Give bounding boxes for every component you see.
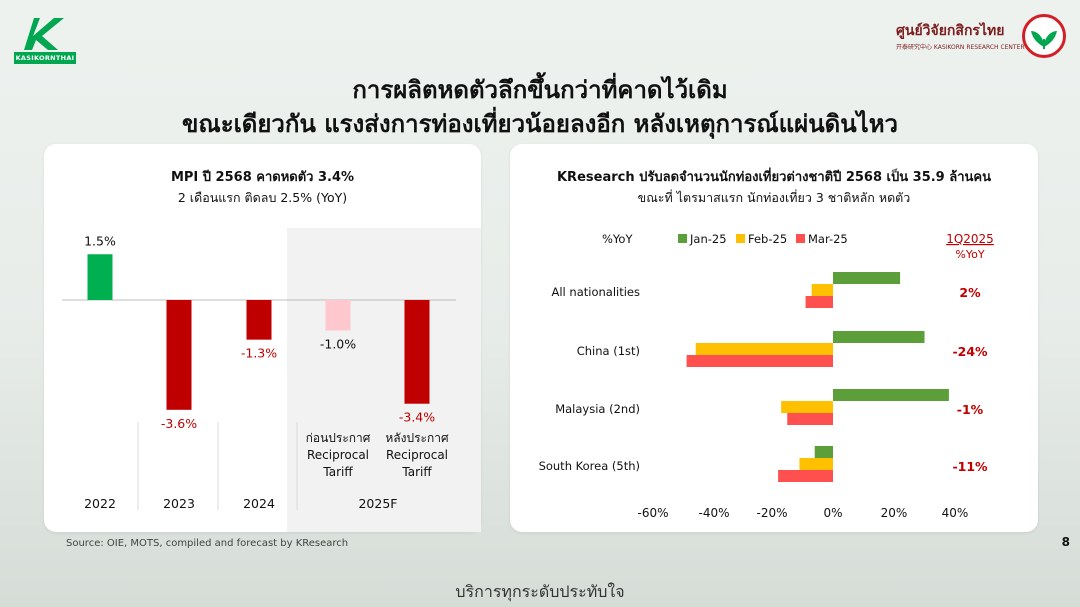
mpi-bar: [87, 254, 113, 300]
unit-label: %YoY: [602, 232, 633, 246]
mpi-bar-label: -1.3%: [241, 346, 277, 361]
x-tick-label: -60%: [637, 506, 668, 520]
tourism-bar: [833, 331, 925, 343]
category-label: South Korea (5th): [539, 459, 640, 473]
mpi-sublabel: Reciprocal: [307, 448, 369, 462]
mpi-bar-label: -3.4%: [399, 410, 435, 425]
mpi-sublabel: ก่อนประกาศ: [306, 431, 371, 445]
category-label: China (1st): [577, 344, 640, 358]
tourism-bar: [799, 458, 833, 470]
tourism-chart: %YoY Jan-25 Feb-25 Mar-25 1Q2025 %YoY All nati…: [539, 232, 994, 520]
mpi-chart: 1.5% -3.6% -1.3% -1.0% ก่อนประกาศ Reciprocal T…: [62, 228, 481, 532]
tourism-bar: [695, 343, 833, 355]
legend-label: Jan-25: [689, 232, 727, 246]
mpi-bar: [246, 300, 272, 340]
x-tick-label: 20%: [881, 506, 908, 520]
x-tick-label: -20%: [756, 506, 787, 520]
mpi-bar-label: 1.5%: [84, 233, 116, 248]
tourism-bar: [814, 446, 833, 458]
kresearch-logo: ศูนย์วิจัยกสิกรไทย 开泰研究中心 KASIKORN RESEA…: [896, 14, 1066, 64]
mpi-year-label: 2024: [243, 496, 275, 511]
q1-value: -1%: [957, 402, 984, 417]
q1-unit: %YoY: [955, 248, 984, 261]
tourism-bar: [686, 355, 833, 367]
main-title-line1: การผลิตหดตัวลึกขึ้นกว่าที่คาดไว้เดิม: [352, 76, 728, 104]
mpi-sublabel: หลังประกาศ: [385, 431, 449, 445]
kasikornthai-logo: KASIKORNTHAI: [14, 14, 76, 64]
source-note: Source: OIE, MOTS, compiled and forecast…: [66, 538, 349, 549]
mpi-title: MPI ปี 2568 คาดหดตัว 3.4%: [170, 170, 355, 185]
tourism-title: KResearch ปรับลดจำนวนนักท่องเที่ยวต่างชา…: [556, 170, 991, 185]
legend-label: Feb-25: [748, 232, 787, 246]
logo-name: ศูนย์วิจัยกสิกรไทย: [896, 23, 1005, 39]
main-title-line2: ขณะเดียวกัน แรงส่งการท่องเที่ยวน้อยลงอีก…: [182, 110, 898, 138]
mpi-bar-label: -3.6%: [161, 416, 197, 431]
mpi-year-label: 2023: [163, 496, 195, 511]
tourism-bar: [781, 401, 833, 413]
mpi-bar: [325, 300, 351, 331]
mpi-bar-label: -1.0%: [320, 337, 356, 352]
mpi-subtitle: 2 เดือนแรก ติดลบ 2.5% (YoY): [177, 190, 348, 205]
mpi-bar: [166, 300, 192, 410]
tourism-subtitle: ขณะที่ ไตรมาสแรก นักท่องเที่ยว 3 ชาติหลั…: [637, 190, 911, 205]
x-tick-label: 40%: [942, 506, 969, 520]
logo-subtext: 开泰研究中心 KASIKORN RESEARCH CENTER: [896, 44, 1025, 51]
page-number: 8: [1061, 535, 1070, 549]
logo-brand-text: KASIKORNTHAI: [14, 52, 76, 64]
tourism-bar: [833, 389, 949, 401]
k-logo-icon: [24, 18, 64, 50]
q1-value: -11%: [952, 459, 988, 474]
category-label: All nationalities: [552, 285, 641, 299]
mpi-sublabel: Tariff: [401, 465, 432, 479]
mpi-bar: [404, 300, 430, 404]
tourism-bar: [811, 284, 833, 296]
tourism-panel: KResearch ปรับลดจำนวนนักท่องเที่ยวต่างชา…: [510, 144, 1038, 532]
legend-swatch: [796, 234, 805, 243]
footer-slogan: บริการทุกระดับประทับใจ: [455, 582, 625, 601]
tourism-bar: [805, 296, 833, 308]
x-tick-label: -40%: [698, 506, 729, 520]
tourism-bar: [833, 272, 901, 284]
mpi-panel: MPI ปี 2568 คาดหดตัว 3.4% 2 เดือนแรก ติด…: [44, 144, 481, 532]
legend-swatch: [736, 234, 745, 243]
legend-swatch: [678, 234, 687, 243]
mpi-sublabel: Tariff: [322, 465, 353, 479]
category-label: Malaysia (2nd): [555, 402, 640, 416]
tourism-bar: [787, 413, 833, 425]
legend-label: Mar-25: [808, 232, 848, 246]
forecast-shade: [287, 228, 481, 532]
tourism-bar: [778, 470, 833, 482]
mpi-year-label: 2022: [84, 496, 116, 511]
q1-value: 2%: [959, 285, 981, 300]
q1-value: -24%: [952, 344, 988, 359]
leaf-icon: [1022, 14, 1066, 58]
q1-header: 1Q2025: [946, 232, 994, 246]
mpi-year-label: 2025F: [358, 496, 397, 511]
mpi-sublabel: Reciprocal: [386, 448, 448, 462]
x-tick-label: 0%: [823, 506, 842, 520]
